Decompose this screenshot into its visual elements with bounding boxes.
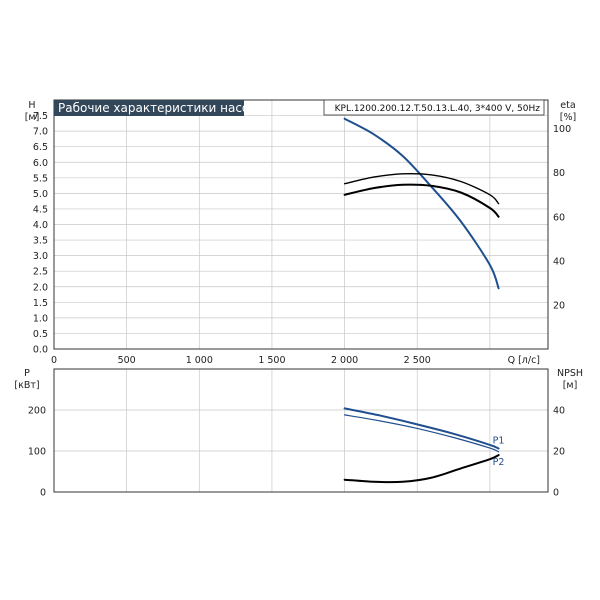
upper-y-left-tick-label: 3.5	[33, 236, 48, 247]
upper-y-left-tick-label: 6.5	[33, 142, 48, 153]
lower-y-left-label: P	[24, 368, 30, 379]
upper-y-left-tick-label: 4.5	[33, 204, 48, 215]
x-tick-label: 0	[51, 355, 57, 366]
upper-y-left-label: H	[28, 100, 35, 111]
upper-y-left-tick-label: 3.0	[33, 251, 48, 262]
upper-y-left-tick-label: 2.0	[33, 282, 48, 293]
lower-chart: P [кВт] NPSH [м] 0 100 200 0 20 40 P1 P2	[14, 368, 583, 499]
efficiency-curve-upper	[343, 172, 500, 205]
upper-y-left-tick-label: 1.5	[33, 298, 48, 309]
title-background	[54, 100, 244, 116]
upper-y-left-tick-label: 0.5	[33, 329, 48, 340]
upper-y-left-tick-label: 5.0	[33, 189, 48, 200]
upper-ticks: 0 500 1 000 1 500 2 000 2 500 0.0 0.5 1.0 1.5 2.0 2…	[33, 111, 571, 366]
upper-y-left-tick-label: 7.0	[33, 127, 48, 138]
x-tick-label: 500	[118, 355, 136, 366]
lower-y-right-tick-label: 0	[553, 488, 559, 499]
power-curve-p1	[343, 407, 500, 450]
model-label: KPL.1200.200.12.T.50.13.L.40, 3*400 V, 5…	[335, 104, 541, 114]
upper-y-left-tick-label: 1.0	[33, 313, 48, 324]
upper-y-right-unit: [%]	[560, 112, 576, 123]
upper-y-left-tick-label: 5.5	[33, 173, 48, 184]
lower-grid	[54, 369, 548, 492]
head-curve	[343, 117, 500, 290]
npsh-curve	[343, 454, 500, 484]
efficiency-curve-lower	[343, 183, 500, 218]
upper-plot-frame	[53, 99, 549, 350]
upper-y-right-tick-label: 100	[553, 124, 571, 135]
lower-y-right-unit: [м]	[563, 380, 578, 391]
lower-ticks: 0 100 200 0 20 40	[28, 406, 565, 499]
series-label-p1: P1	[493, 436, 505, 447]
series-label-p2: P2	[493, 457, 505, 468]
upper-grid	[54, 100, 548, 349]
x-axis-label: Q [л/с]	[508, 355, 540, 366]
lower-y-left-tick-label: 100	[28, 447, 46, 458]
lower-y-right-label: NPSH	[557, 368, 583, 379]
upper-y-left-tick-label: 7.5	[33, 111, 48, 122]
upper-y-right-label: eta	[560, 100, 575, 111]
upper-y-right-tick-label: 40	[553, 256, 565, 267]
power-curve-p2	[344, 414, 500, 453]
upper-chart: Рабочие характеристики насоса KPL.1200.2…	[25, 99, 576, 366]
lower-plot-frame	[53, 368, 549, 493]
upper-y-left-tick-label: 0.0	[33, 345, 48, 356]
chart-title: Рабочие характеристики насоса	[58, 101, 263, 115]
upper-y-right-tick-label: 80	[553, 168, 565, 179]
x-tick-label: 1 500	[258, 355, 285, 366]
upper-y-left-unit: [м]	[25, 112, 40, 123]
x-tick-label: 1 000	[186, 355, 213, 366]
lower-y-left-tick-label: 200	[28, 406, 46, 417]
lower-series	[343, 407, 500, 484]
lower-y-right-tick-label: 40	[553, 406, 565, 417]
x-tick-label: 2 000	[331, 355, 358, 366]
upper-y-left-tick-label: 6.0	[33, 158, 48, 169]
model-box	[323, 99, 545, 116]
lower-y-left-unit: [кВт]	[14, 380, 39, 391]
upper-y-right-tick-label: 60	[553, 212, 565, 223]
upper-series	[343, 117, 500, 290]
upper-y-left-tick-label: 2.5	[33, 267, 48, 278]
upper-y-left-tick-label: 4.0	[33, 220, 48, 231]
lower-y-left-tick-label: 0	[40, 488, 46, 499]
x-tick-label: 2 500	[404, 355, 431, 366]
lower-y-right-tick-label: 20	[553, 447, 565, 458]
upper-y-right-tick-label: 20	[553, 300, 565, 311]
